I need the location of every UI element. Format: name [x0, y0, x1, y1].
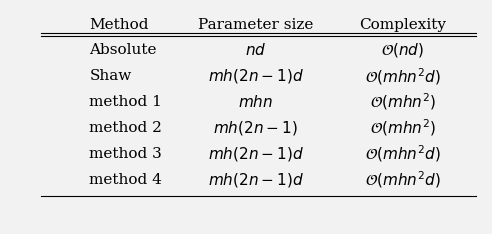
Text: $\mathcal{O}(mhn^2d)$: $\mathcal{O}(mhn^2d)$	[365, 169, 440, 190]
Text: Shaw: Shaw	[90, 69, 132, 83]
Text: $\mathcal{O}(mhn^2d)$: $\mathcal{O}(mhn^2d)$	[365, 143, 440, 164]
Text: Method: Method	[90, 18, 149, 32]
Text: $mhn$: $mhn$	[238, 94, 274, 110]
Text: Complexity: Complexity	[359, 18, 446, 32]
Text: $nd$: $nd$	[245, 42, 267, 58]
Text: $\mathcal{O}(mhn^2)$: $\mathcal{O}(mhn^2)$	[369, 118, 435, 138]
Text: Parameter size: Parameter size	[198, 18, 313, 32]
Text: $mh(2n-1)d$: $mh(2n-1)d$	[208, 171, 304, 189]
Text: $mh(2n-1)d$: $mh(2n-1)d$	[208, 67, 304, 85]
Text: Absolute: Absolute	[90, 43, 157, 57]
Text: $\mathcal{O}(nd)$: $\mathcal{O}(nd)$	[381, 41, 424, 59]
Text: $mh(2n-1)d$: $mh(2n-1)d$	[208, 145, 304, 163]
Text: $mh(2n-1)$: $mh(2n-1)$	[214, 119, 298, 137]
Text: method 1: method 1	[90, 95, 162, 109]
Text: method 2: method 2	[90, 121, 162, 135]
Text: method 3: method 3	[90, 147, 162, 161]
Text: $\mathcal{O}(mhn^2d)$: $\mathcal{O}(mhn^2d)$	[365, 66, 440, 87]
Text: $\mathcal{O}(mhn^2)$: $\mathcal{O}(mhn^2)$	[369, 92, 435, 113]
Text: method 4: method 4	[90, 173, 162, 187]
